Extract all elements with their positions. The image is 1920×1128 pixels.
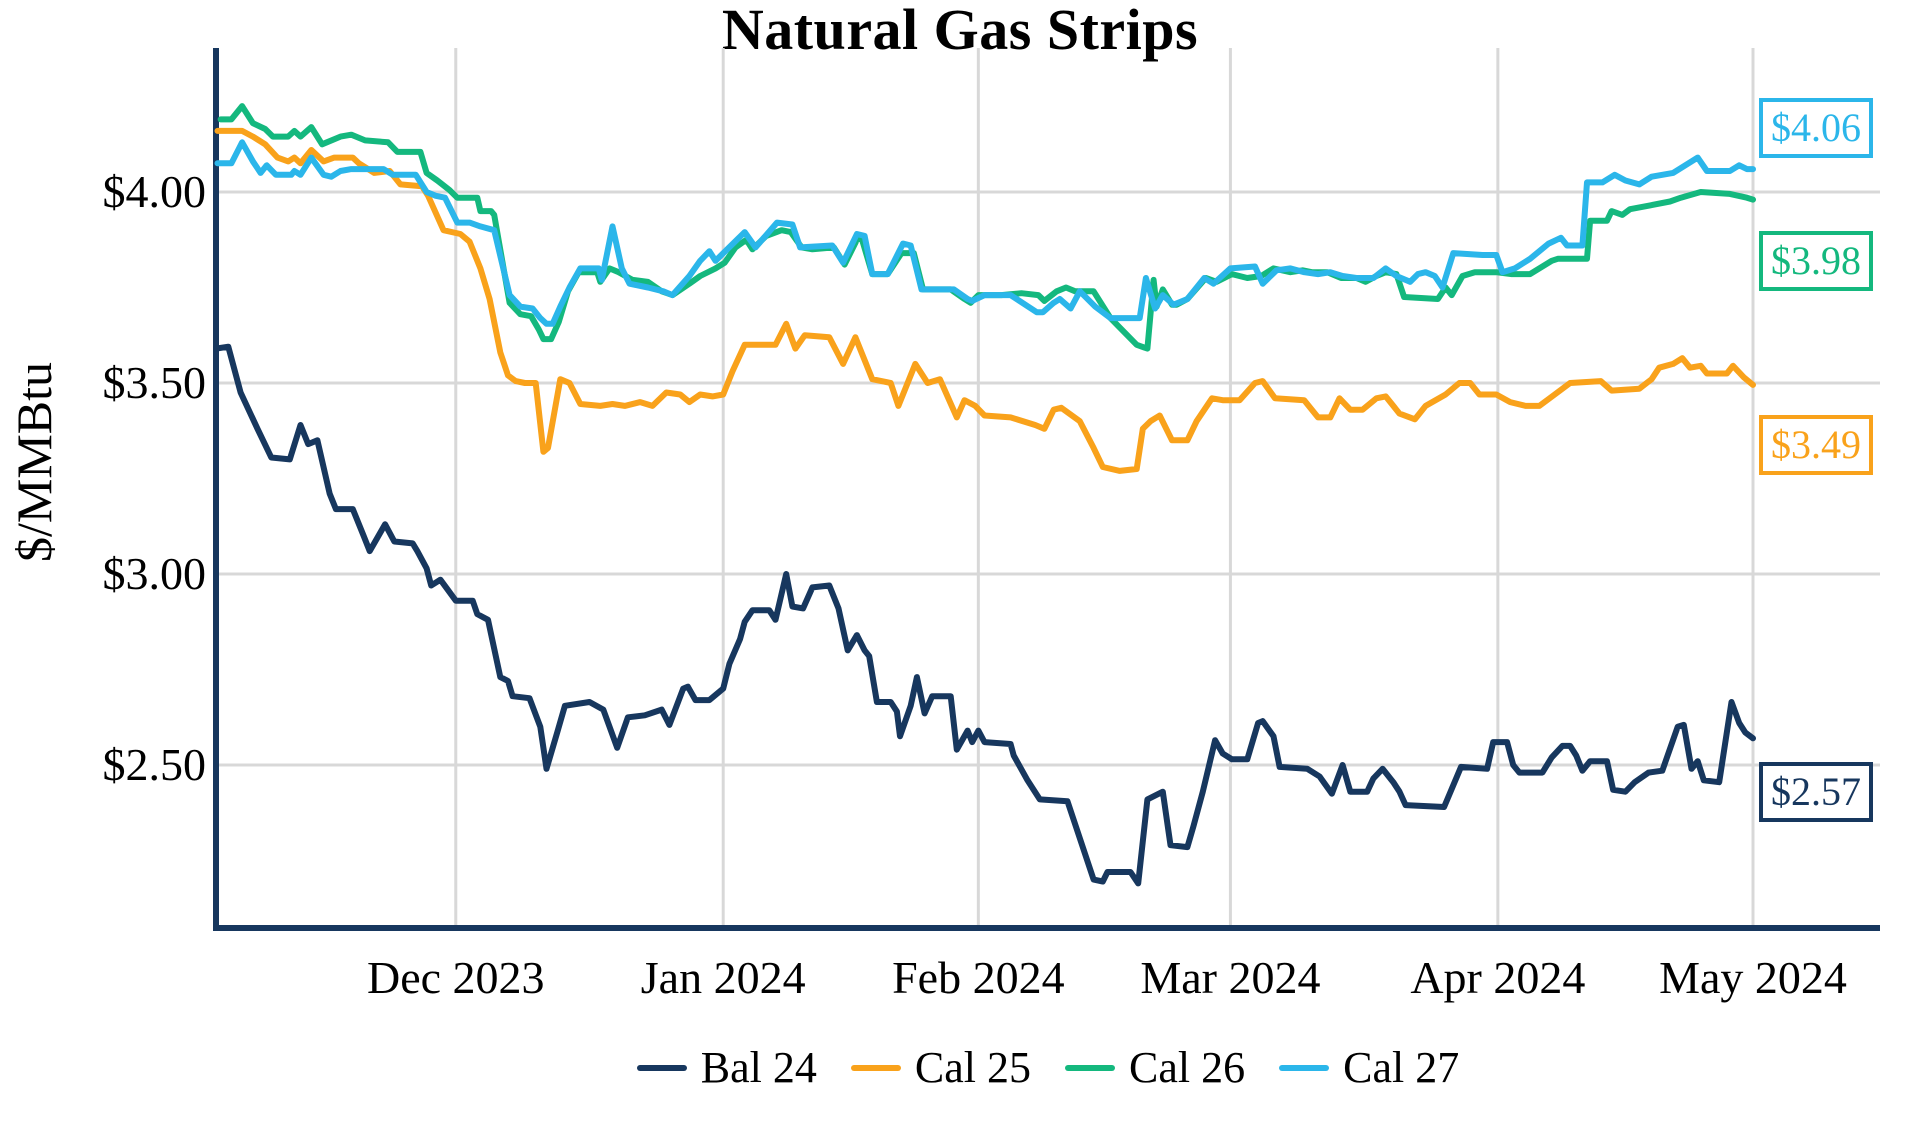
x-tick-label: Feb 2024 — [892, 952, 1065, 1003]
legend-label: Bal 24 — [700, 1043, 817, 1092]
series-line-cal-25 — [214, 127, 1756, 474]
end-value-label-bal-24: $2.57 — [1759, 762, 1873, 823]
series-line-cal-27 — [214, 139, 1756, 327]
series-line-cal-26 — [217, 103, 1756, 352]
legend-label: Cal 27 — [1343, 1043, 1460, 1092]
chart-title: Natural Gas Strips — [721, 0, 1199, 62]
y-tick-label: $3.50 — [102, 357, 207, 408]
x-tick-label: Mar 2024 — [1140, 952, 1321, 1003]
legend-item-bal-24: Bal 24 — [636, 1042, 817, 1093]
legend-item-cal-27: Cal 27 — [1279, 1042, 1459, 1093]
end-value-label-cal-27: $4.06 — [1759, 98, 1873, 159]
x-tick-label: May 2024 — [1659, 952, 1847, 1003]
series-line-bal-24 — [213, 343, 1756, 887]
legend-item-cal-26: Cal 26 — [1065, 1042, 1245, 1093]
y-tick-label: $2.50 — [102, 739, 207, 790]
legend-swatch — [1065, 1064, 1115, 1071]
x-tick-label: Dec 2023 — [366, 952, 545, 1003]
legend: Bal 24 Cal 25 Cal 26 Cal 27 — [216, 1042, 1880, 1093]
end-value-label-cal-25: $3.49 — [1759, 414, 1873, 475]
legend-swatch — [1279, 1064, 1330, 1071]
y-tick-label: $4.00 — [102, 166, 207, 217]
legend-item-cal-25: Cal 25 — [850, 1042, 1031, 1093]
x-tick-label: Apr 2024 — [1410, 952, 1586, 1003]
legend-label: Cal 26 — [1129, 1043, 1246, 1092]
legend-swatch — [850, 1064, 901, 1071]
legend-swatch — [636, 1064, 687, 1071]
y-tick-label: $3.00 — [102, 548, 207, 599]
legend-label: Cal 25 — [914, 1043, 1031, 1092]
x-tick-label: Jan 2024 — [640, 952, 806, 1003]
end-value-label-cal-26: $3.98 — [1759, 230, 1873, 291]
